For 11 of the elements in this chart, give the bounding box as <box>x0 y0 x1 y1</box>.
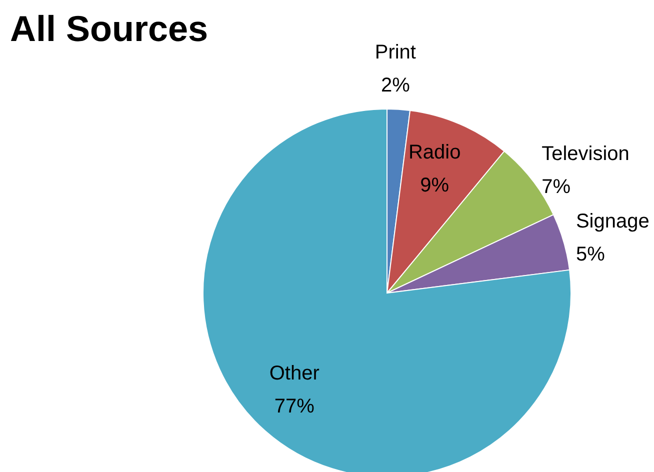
data-label: 9% <box>420 174 450 196</box>
chart-title: All Sources <box>10 8 208 50</box>
data-label: 2% <box>380 74 410 96</box>
slice-label: Television <box>542 143 630 166</box>
data-label: 77% <box>274 395 315 418</box>
slice-label: Print <box>374 41 416 64</box>
data-label: 7% <box>542 176 571 198</box>
slice-label: Signage <box>576 210 650 233</box>
slice-label: Radio <box>408 141 461 164</box>
slice-label: Other <box>269 362 320 384</box>
data-label: 5% <box>576 244 606 266</box>
